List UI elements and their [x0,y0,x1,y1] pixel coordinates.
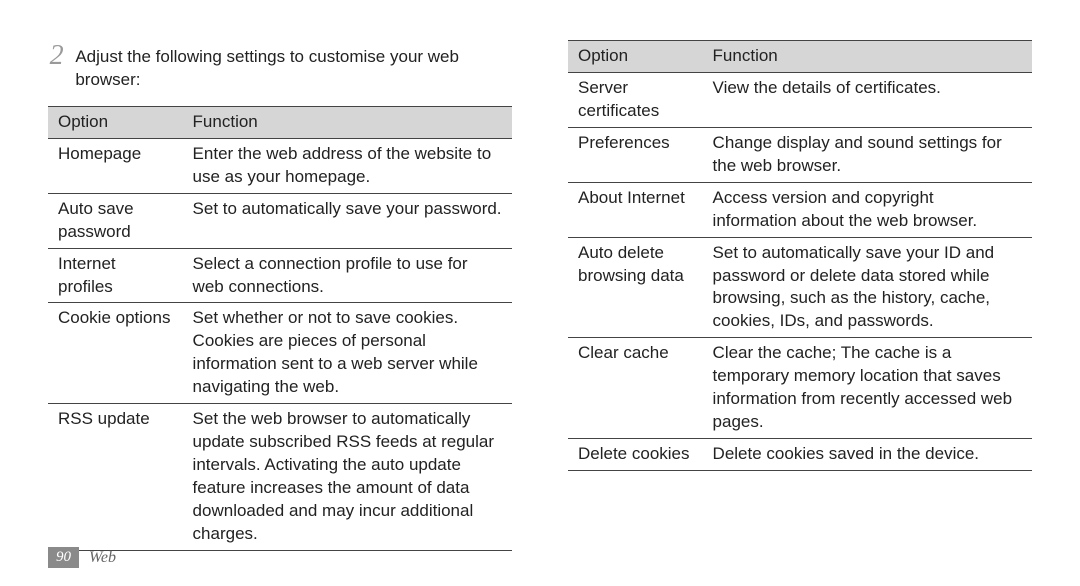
table-row: Preferences Change display and sound set… [568,127,1032,182]
table-row: Delete cookies Delete cookies saved in t… [568,439,1032,471]
cell-option: Delete cookies [568,439,703,471]
table-row: Homepage Enter the web address of the we… [48,138,512,193]
table-row: Cookie options Set whether or not to sav… [48,303,512,404]
cell-function: Set the web browser to automatically upd… [183,404,512,551]
cell-function: View the details of certificates. [703,72,1032,127]
cell-option: Auto delete browsing data [568,237,703,338]
table-row: Clear cache Clear the cache; The cache i… [568,338,1032,439]
table-header-row: Option Function [48,106,512,138]
cell-function: Set whether or not to save cookies. Cook… [183,303,512,404]
cell-function: Select a connection profile to use for w… [183,248,512,303]
step-number: 2 [48,40,65,70]
left-column: 2 Adjust the following settings to custo… [48,40,512,551]
cell-option: Homepage [48,138,183,193]
step-lead: 2 Adjust the following settings to custo… [48,40,512,92]
header-option: Option [48,106,183,138]
cell-option: Server certificates [568,72,703,127]
table-row: Internet profiles Select a connection pr… [48,248,512,303]
page-number-badge: 90 [48,547,79,568]
table-row: About Internet Access version and copyri… [568,182,1032,237]
page-footer: 90 Web [48,547,116,568]
cell-function: Clear the cache; The cache is a temporar… [703,338,1032,439]
table-row: Auto delete browsing data Set to automat… [568,237,1032,338]
cell-option: Internet profiles [48,248,183,303]
cell-option: Cookie options [48,303,183,404]
section-label: Web [89,549,116,567]
two-column-layout: 2 Adjust the following settings to custo… [48,40,1032,551]
table-row: Server certificates View the details of … [568,72,1032,127]
cell-function: Delete cookies saved in the device. [703,439,1032,471]
cell-option: RSS update [48,404,183,551]
header-option: Option [568,41,703,73]
manual-page: 2 Adjust the following settings to custo… [0,0,1080,586]
cell-function: Set to automatically save your password. [183,193,512,248]
options-table-left: Option Function Homepage Enter the web a… [48,106,512,551]
header-function: Function [703,41,1032,73]
right-column: Option Function Server certificates View… [568,40,1032,551]
table-row: RSS update Set the web browser to automa… [48,404,512,551]
options-table-right: Option Function Server certificates View… [568,40,1032,471]
cell-option: Clear cache [568,338,703,439]
table-header-row: Option Function [568,41,1032,73]
table-row: Auto save password Set to automatically … [48,193,512,248]
lead-text: Adjust the following settings to customi… [75,40,512,92]
cell-function: Set to automatically save your ID and pa… [703,237,1032,338]
cell-option: Auto save password [48,193,183,248]
cell-option: Preferences [568,127,703,182]
cell-function: Enter the web address of the website to … [183,138,512,193]
header-function: Function [183,106,512,138]
cell-function: Access version and copyright information… [703,182,1032,237]
cell-function: Change display and sound settings for th… [703,127,1032,182]
cell-option: About Internet [568,182,703,237]
